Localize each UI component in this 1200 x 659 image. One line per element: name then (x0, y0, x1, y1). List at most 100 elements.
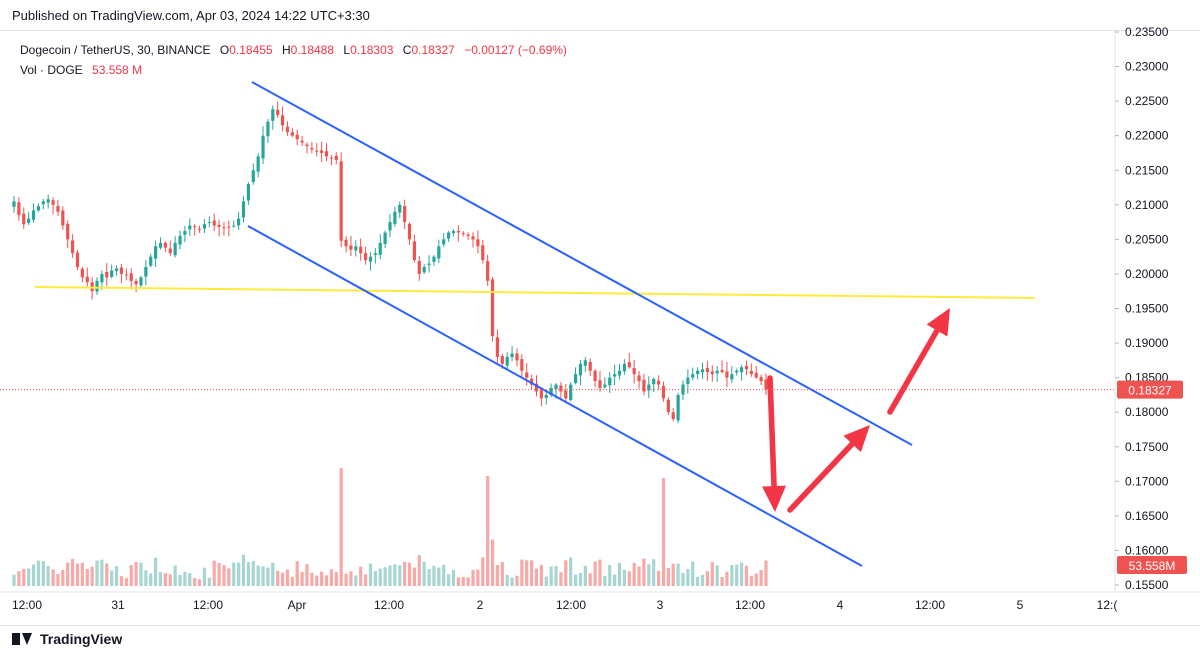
candle-body (754, 372, 758, 378)
volume-bar (588, 573, 592, 586)
candle-body (671, 412, 675, 420)
high-label: H (281, 43, 291, 57)
candle-body (368, 256, 373, 262)
volume-bar (666, 567, 670, 586)
price-chart[interactable]: 0.23500 0.23000 0.22500 0.22000 0.21500 0.210… (0, 0, 1200, 630)
candle-body (251, 170, 255, 183)
candle-body (637, 375, 641, 382)
candle-body (744, 366, 749, 370)
volume-bar (456, 577, 460, 586)
candle-body (437, 246, 441, 259)
volume-bar (329, 569, 334, 586)
candle-body (656, 380, 661, 385)
x-tick-label: 4 (837, 598, 844, 612)
candle-body (31, 210, 36, 220)
candle-body (36, 206, 41, 211)
chart-legend: Dogecoin / TetherUS, 30, BINANCE O0.1845… (20, 40, 567, 80)
volume-bar (178, 574, 182, 586)
volume-bar (75, 563, 80, 586)
volume-bar (285, 569, 290, 586)
candle-body (510, 353, 514, 358)
volume-bar (383, 567, 387, 586)
volume-bar (564, 560, 568, 586)
published-notice: Published on TradingView.com, Apr 03, 20… (12, 8, 370, 23)
volume-bar (691, 561, 695, 586)
time-axis[interactable]: 12:00 31 12:00 Apr 12:00 2 12:00 3 12:00 4 12:00 5 1… (12, 598, 1117, 612)
volume-bar (749, 575, 753, 586)
candle-body (17, 202, 21, 216)
open-label: O (219, 43, 230, 57)
volume-bar (41, 561, 45, 586)
candle-body (725, 371, 729, 378)
candle-body (285, 126, 290, 133)
candle-body (227, 226, 231, 228)
candle-body (119, 267, 124, 274)
candle-body (339, 161, 343, 241)
volume-bar (222, 565, 226, 586)
volume-bar (432, 565, 436, 586)
volume-bar (363, 574, 368, 586)
volume-bar (442, 564, 446, 586)
symbol-title[interactable]: Dogecoin / TetherUS, 30, BINANCE (20, 43, 211, 57)
last-price-label: 0.18327 (1128, 384, 1172, 398)
volume-bar (627, 571, 631, 586)
y-tick-label: 0.22500 (1125, 94, 1169, 108)
volume-bar (129, 565, 133, 586)
candle-body (300, 140, 304, 143)
volume-bar (510, 577, 514, 586)
volume-bar (114, 566, 119, 586)
low-label: L (343, 43, 351, 57)
volume-bar (637, 566, 641, 586)
volume-bar (515, 575, 519, 586)
candle-body (80, 268, 84, 278)
volume-bar (256, 565, 260, 586)
candle-body (378, 242, 382, 255)
price-axis[interactable]: 0.23500 0.23000 0.22500 0.22000 0.21500 0.210… (1117, 25, 1187, 592)
candle-body (627, 362, 631, 368)
candle-body (388, 222, 392, 231)
volume-bar (144, 570, 148, 586)
candle-body (573, 374, 578, 384)
candle-body (12, 201, 16, 207)
x-tick-label: 12:00 (735, 598, 765, 612)
last-price-badge (1117, 380, 1183, 399)
candle-body (764, 379, 768, 390)
candle-body (427, 263, 431, 265)
volume-bar (310, 572, 314, 586)
volume-bar (632, 562, 636, 586)
candle-body (705, 368, 710, 373)
candle-body (359, 246, 363, 254)
candle-body (691, 374, 695, 378)
candle-body (276, 109, 280, 115)
volume-bar (280, 572, 285, 586)
candle-body (583, 360, 587, 366)
candle-body (456, 230, 460, 233)
candlesticks (12, 101, 768, 424)
candle-body (608, 377, 612, 386)
volume-bar (261, 566, 265, 586)
chart-frame (0, 30, 1200, 626)
candle-body (593, 370, 597, 382)
volume-bar (134, 561, 138, 586)
volume-label[interactable]: Vol · DOGE (20, 63, 83, 77)
candle-body (290, 132, 294, 136)
candle-body (163, 242, 167, 248)
candle-body (144, 267, 148, 277)
y-tick-label: 0.23000 (1125, 60, 1169, 74)
candle-body (202, 224, 207, 229)
candle-body (129, 273, 133, 281)
volume-bar (530, 560, 534, 586)
volume-bar (315, 575, 319, 586)
y-tick-label: 0.18000 (1125, 405, 1169, 419)
y-tick-label: 0.17000 (1125, 474, 1169, 488)
candle-body (578, 363, 583, 376)
x-tick-label: Apr (288, 598, 307, 612)
candle-body (569, 384, 573, 401)
volume-bar (163, 573, 167, 586)
volume-bar (622, 570, 626, 586)
candle-body (730, 374, 734, 380)
volume-bar (95, 560, 99, 586)
arrow-up-2-head (926, 308, 950, 337)
candle-body (412, 241, 417, 261)
candle-body (363, 253, 368, 261)
